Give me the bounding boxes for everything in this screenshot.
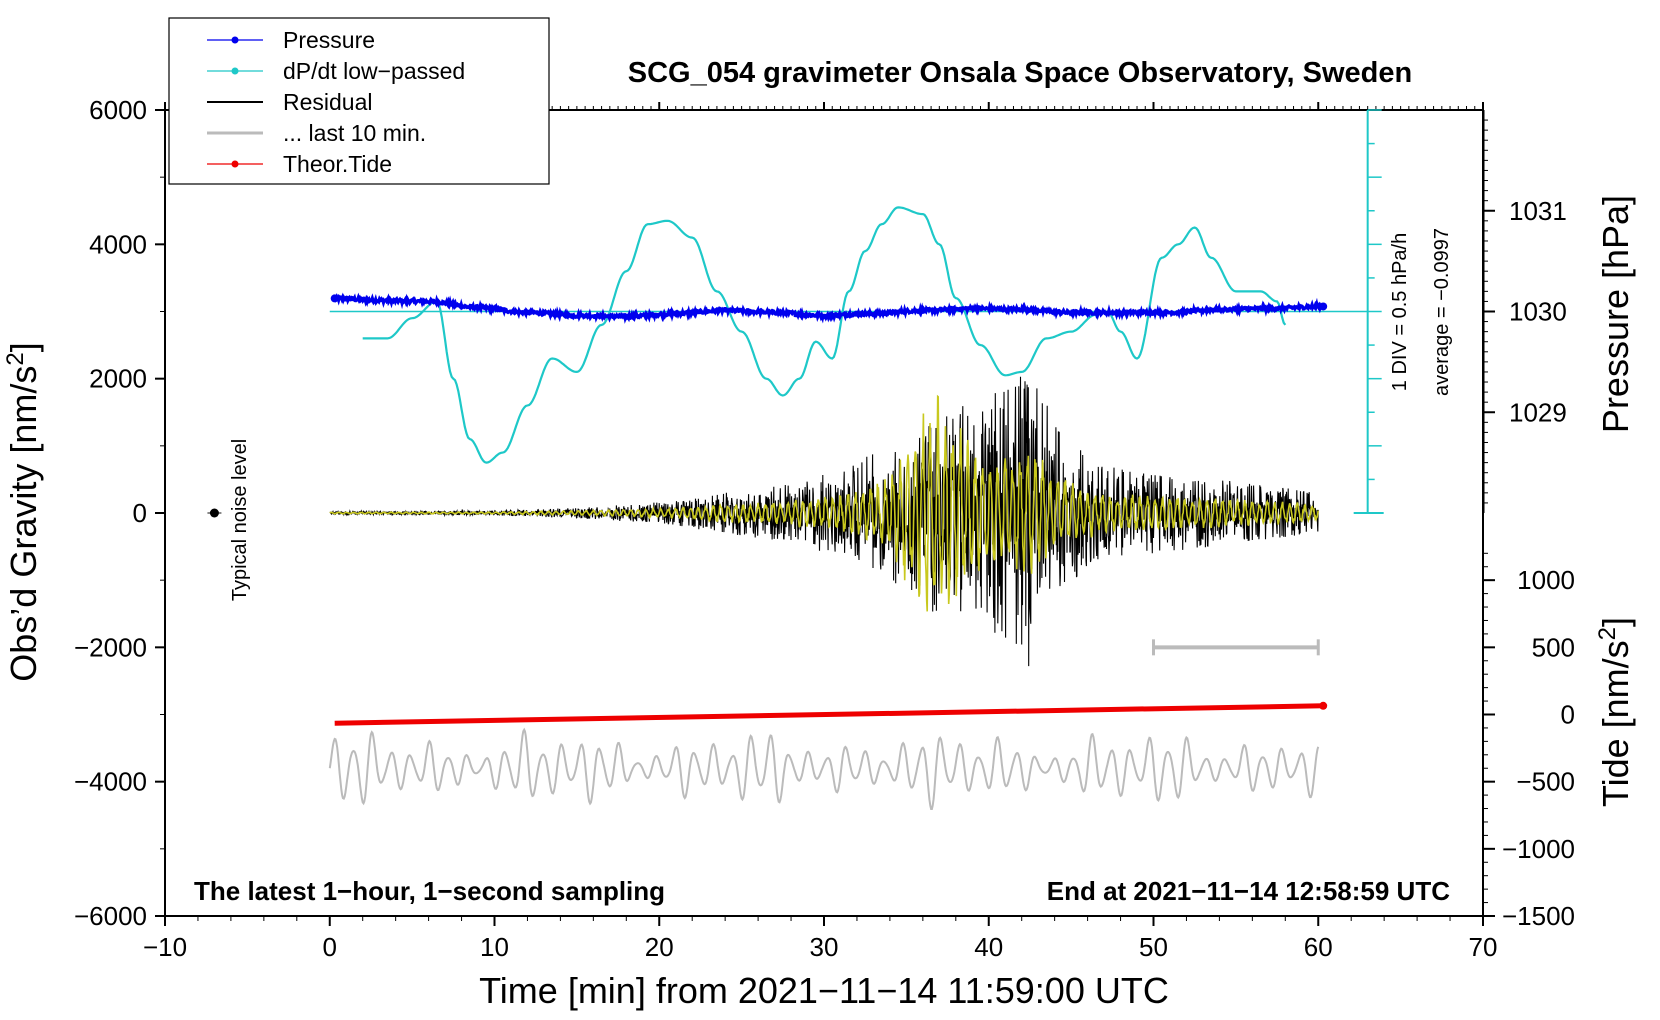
filtered-series-line	[329, 394, 1319, 612]
y-axis-title-left-sup: 2	[2, 352, 29, 365]
tide-axis-ticks: −1500 −1000 −500 0 500 1000	[1483, 552, 1575, 931]
x-tick-label: 20	[645, 932, 674, 962]
x-axis-title: Time [min] from 2021−11−14 11:59:00 UTC	[479, 970, 1169, 1011]
x-tick-label: −10	[143, 932, 187, 962]
tide-tick-label: 500	[1532, 632, 1575, 662]
legend-dpdt-label: dP/dt low−passed	[283, 58, 465, 84]
pressure-axis-ticks: 1029 1030 1031	[1483, 110, 1567, 513]
legend-tide-dot	[231, 160, 239, 168]
x-tick-label: 10	[480, 932, 509, 962]
tide-tick-label: −1500	[1502, 901, 1575, 931]
note-right: End at 2021−11−14 12:58:59 UTC	[1047, 876, 1450, 906]
pressure-tick-label: 1031	[1509, 196, 1567, 226]
y-axis-title-tide-end: ]	[1595, 617, 1636, 627]
legend-dpdt-dot	[231, 67, 239, 75]
y-tick-label: 2000	[89, 364, 147, 394]
y-tick-label: −6000	[74, 901, 147, 931]
pressure-tick-label: 1030	[1509, 297, 1567, 327]
y-tick-label: −2000	[74, 632, 147, 662]
tide-tick-label: −1000	[1502, 834, 1575, 864]
y-tick-label: 0	[133, 498, 147, 528]
x-tick-label: 40	[974, 932, 1003, 962]
noise-marker-dot	[209, 508, 219, 518]
y-axis-title-left-end: ]	[3, 342, 44, 352]
legend-last10-label: ... last 10 min.	[283, 120, 426, 146]
dpdt-series-line	[362, 206, 1287, 464]
last10-series-line	[328, 727, 1320, 810]
div-label: 1 DIV = 0.5 hPa/h	[1389, 233, 1411, 391]
y-axis-ticks: −6000 −4000 −2000 0 2000 4000 6000	[74, 95, 165, 931]
legend-tide-label: Theor.Tide	[283, 151, 392, 177]
x-tick-label: 70	[1469, 932, 1498, 962]
pressure-end-dot	[330, 294, 339, 303]
legend-residual-label: Residual	[283, 89, 373, 115]
legend-item-tide: Theor.Tide	[207, 151, 392, 177]
tide-series-line	[334, 703, 1324, 726]
y-tick-label: 4000	[89, 229, 147, 259]
x-tick-label: 50	[1139, 932, 1168, 962]
legend-item-pressure: Pressure	[207, 27, 375, 53]
y-axis-title-tide-sup: 2	[1594, 627, 1621, 640]
chart-title: SCG_054 gravimeter Onsala Space Observat…	[628, 57, 1412, 89]
pressure-series-line	[333, 292, 1324, 324]
y-axis-title-pressure: Pressure [hPa]	[1595, 195, 1636, 433]
x-tick-label: 60	[1304, 932, 1333, 962]
noise-label: Typical noise level	[229, 439, 251, 601]
series-layer	[207, 206, 1368, 810]
legend: Pressure dP/dt low−passed Residual ... l…	[168, 17, 550, 185]
residual-series-line	[329, 376, 1319, 667]
x-axis-ticks: −10 0 10 20 30 40 50 60 70	[143, 102, 1498, 962]
tide-tick-label: 0	[1561, 700, 1575, 730]
y-axis-title-tide-main: Tide [nm/s	[1595, 640, 1636, 807]
y-tick-label: 6000	[89, 95, 147, 125]
pressure-end-dot	[1319, 302, 1328, 311]
y-tick-label: −4000	[74, 767, 147, 797]
y-axis-title-left: Obs’d Gravity [nm/s2]	[2, 342, 45, 681]
legend-item-dpdt: dP/dt low−passed	[207, 58, 465, 84]
legend-pressure-dot	[231, 36, 239, 44]
x-tick-label: 30	[810, 932, 839, 962]
avg-label: average = −0.0997	[1431, 228, 1453, 396]
y-axis-title-tide: Tide [nm/s2]	[1594, 617, 1637, 807]
tide-tick-label: 1000	[1517, 565, 1575, 595]
tide-tick-label: −500	[1516, 767, 1575, 797]
y-axis-title-left-main: Obs’d Gravity [nm/s	[3, 366, 44, 682]
note-left: The latest 1−hour, 1−second sampling	[194, 876, 665, 906]
legend-item-last10: ... last 10 min.	[207, 120, 426, 146]
x-tick-label: 0	[323, 932, 337, 962]
legend-pressure-label: Pressure	[283, 27, 375, 53]
legend-item-residual: Residual	[207, 89, 373, 115]
tide-end-dot	[1319, 701, 1328, 710]
pressure-tick-label: 1029	[1509, 397, 1567, 427]
